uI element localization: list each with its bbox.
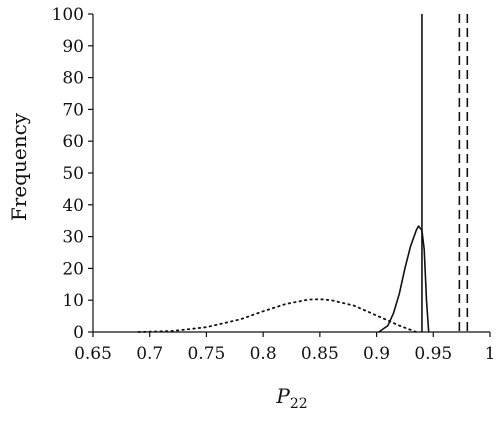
reference-lines: [421, 14, 469, 332]
x-tick-label: 0.95: [414, 344, 452, 364]
y-tick-label: 0: [73, 323, 84, 343]
x-tick-label: 0.7: [136, 344, 163, 364]
y-tick-label: 10: [62, 291, 84, 311]
x-axis-title: P22: [275, 384, 307, 412]
y-tick-label: 50: [62, 164, 84, 184]
y-tick-label: 30: [62, 228, 84, 248]
y-tick-label: 20: [62, 259, 84, 279]
y-tick-label: 100: [52, 5, 84, 25]
x-tick-label: 0.9: [363, 344, 390, 364]
y-tick-label: 90: [62, 37, 84, 57]
dotted-distribution-curve: [137, 298, 418, 333]
x-tick-label: 0.85: [301, 344, 339, 364]
x-tick-label: 0.8: [250, 344, 277, 364]
y-tick-label: 80: [62, 69, 84, 89]
y-tick-label: 70: [62, 100, 84, 120]
axes: 0 10 20 30 40 50 60 70 80 90 100 0.65 0.7 0.75 0.8 0.85…: [52, 5, 496, 364]
y-axis-title: Frequency: [7, 112, 31, 221]
series-layer: [137, 225, 430, 333]
y-tick-label: 60: [62, 132, 84, 152]
y-tick-label: 40: [62, 196, 84, 216]
solid-distribution-curve: [377, 225, 430, 333]
x-tick-label: 0.65: [74, 344, 112, 364]
x-tick-label: 0.75: [187, 344, 225, 364]
x-tick-label: 1: [485, 344, 496, 364]
x-axis-title-subscript: 22: [290, 396, 308, 412]
x-axis-title-main: P: [275, 384, 290, 408]
